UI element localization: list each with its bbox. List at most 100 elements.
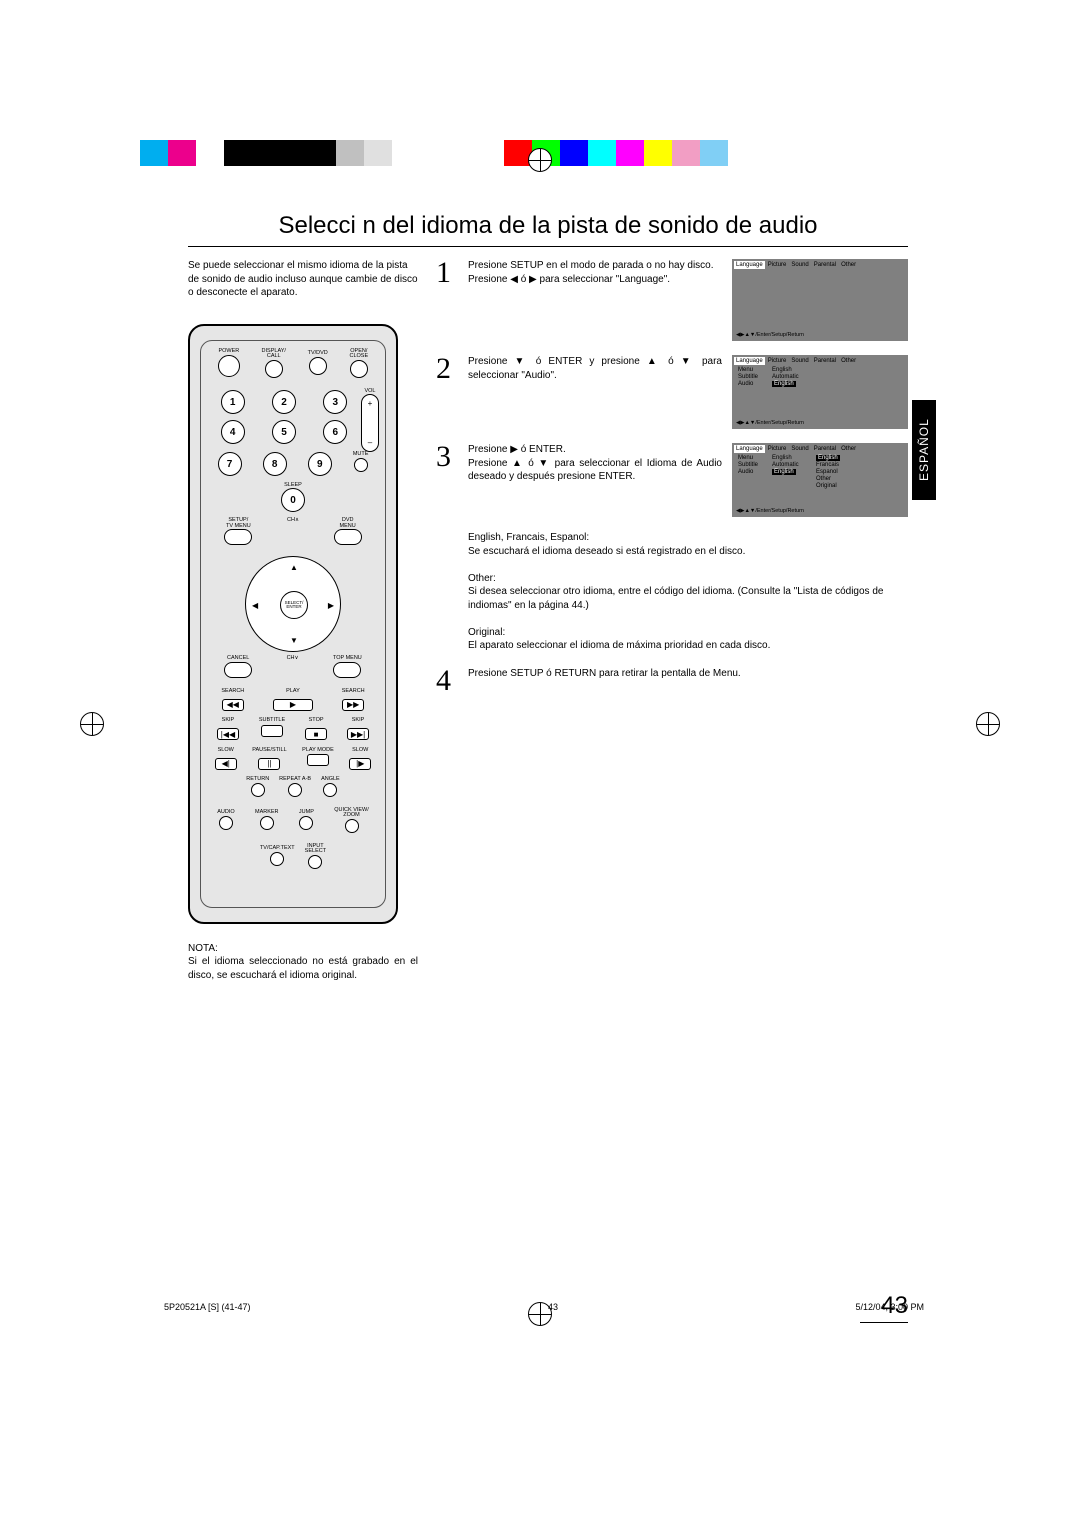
language-tab: ESPAÑOL <box>912 400 936 500</box>
num-9[interactable]: 9 <box>308 452 332 476</box>
audio-label: AUDIO <box>217 810 234 816</box>
jump-label: JUMP <box>299 810 314 816</box>
vol-label: VOL <box>361 389 379 395</box>
slow-fwd-button[interactable]: |▶ <box>349 758 371 770</box>
display-button[interactable] <box>265 360 283 378</box>
return-label: RETURN <box>246 777 269 783</box>
zoom-button[interactable] <box>345 819 359 833</box>
screen-footer: ◀▶▲▼/Enter/Setup/Return <box>732 329 908 341</box>
top-menu-button[interactable] <box>333 662 361 678</box>
num-0[interactable]: 0 <box>281 488 305 512</box>
num-3[interactable]: 3 <box>323 390 347 414</box>
extra-b2: Si desea seleccionar otro idioma, entre … <box>468 585 908 612</box>
power-button[interactable] <box>218 355 240 377</box>
step-3: 3 Presione ▶ ó ENTER. Presione ▲ ó ▼ par… <box>436 443 908 517</box>
pause-label: PAUSE/STILL <box>252 748 286 754</box>
skip-fwd-button[interactable]: ▶▶| <box>347 728 369 740</box>
num-5[interactable]: 5 <box>272 420 296 444</box>
intro-text: Se puede seleccionar el mismo idioma de … <box>188 259 418 300</box>
pause-button[interactable]: || <box>258 758 280 770</box>
zoom-label: QUICK VIEW/ ZOOM <box>334 808 369 819</box>
setup-button[interactable] <box>224 529 252 545</box>
slow-rev-button[interactable]: ◀| <box>215 758 237 770</box>
subtitle-label: SUBTITLE <box>259 718 285 724</box>
step-text: Presione ▼ ó ENTER y presione ▲ ó ▼ para… <box>468 355 722 429</box>
skip-label: SKIP <box>217 718 239 724</box>
color-registration-bar <box>140 140 756 166</box>
slow-label2: SLOW <box>349 748 371 754</box>
num-8[interactable]: 8 <box>263 452 287 476</box>
search-fwd-button[interactable]: ▶▶ <box>342 699 364 711</box>
playmode-label: PLAY MODE <box>302 748 334 754</box>
print-footer: 5P20521A [S] (41-47) 43 5/12/04, 3:00 PM <box>164 1302 924 1312</box>
step-1: 1 Presione SETUP en el modo de parada o … <box>436 259 908 341</box>
search-label2: SEARCH <box>342 689 365 695</box>
step-text: Presione SETUP ó RETURN para retirar la … <box>468 667 908 694</box>
tvcap-button[interactable] <box>270 852 284 866</box>
inputsel-label: INPUT SELECT <box>305 844 326 855</box>
open-close-button[interactable] <box>350 360 368 378</box>
page-content: Selecci n del idioma de la pista de soni… <box>188 212 908 982</box>
skip-label2: SKIP <box>347 718 369 724</box>
num-7[interactable]: 7 <box>218 452 242 476</box>
marker-label: MARKER <box>255 810 279 816</box>
skip-rev-button[interactable]: |◀◀ <box>217 728 239 740</box>
topmenu-label: TOP MENU <box>333 656 362 662</box>
extra-info: English, Francais, Espanol: Se escuchará… <box>468 531 908 653</box>
onscreen-menu-1: LanguagePictureSoundParentalOther ◀▶▲▼/E… <box>732 259 908 341</box>
registration-mark <box>80 712 104 736</box>
footer-center: 43 <box>548 1302 558 1312</box>
extra-h1: English, Francais, Espanol: <box>468 531 908 545</box>
footer-left: 5P20521A [S] (41-47) <box>164 1302 251 1312</box>
play-label: PLAY <box>273 689 313 695</box>
volume-rocker[interactable]: +– <box>361 394 379 452</box>
angle-label: ANGLE <box>321 777 340 783</box>
cancel-label: CANCEL <box>224 656 252 662</box>
num-4[interactable]: 4 <box>221 420 245 444</box>
stop-button[interactable]: ■ <box>305 728 327 740</box>
step-number: 1 <box>436 259 460 341</box>
repeat-button[interactable] <box>288 783 302 797</box>
playmode-button[interactable] <box>307 754 329 766</box>
openclose-label: OPEN/ CLOSE <box>349 349 368 360</box>
onscreen-menu-2: LanguagePictureSoundParentalOther MenuEn… <box>732 355 908 429</box>
angle-button[interactable] <box>323 783 337 797</box>
step-number: 3 <box>436 443 460 517</box>
marker-button[interactable] <box>260 816 274 830</box>
screen-footer: ◀▶▲▼/Enter/Setup/Return <box>732 505 908 517</box>
tvdvd-button[interactable] <box>309 357 327 375</box>
audio-button[interactable] <box>219 816 233 830</box>
num-1[interactable]: 1 <box>221 390 245 414</box>
play-button[interactable]: ▶ <box>273 699 313 711</box>
note-block: NOTA: Si el idioma seleccionado no está … <box>188 942 418 983</box>
footer-right: 5/12/04, 3:00 PM <box>855 1302 924 1312</box>
return-button[interactable] <box>251 783 265 797</box>
tvcap-label: TV/CAP.TEXT <box>260 846 295 852</box>
mute-label: MUTE <box>353 452 369 458</box>
enter-button[interactable]: SELECT/ ENTER <box>280 591 308 619</box>
num-2[interactable]: 2 <box>272 390 296 414</box>
step-text: Presione SETUP en el modo de parada o no… <box>468 259 722 341</box>
chdn-label: CH∨ <box>287 656 299 662</box>
dvdmenu-label: DVD MENU <box>334 518 362 529</box>
mute-button[interactable] <box>354 458 368 472</box>
note-body: Si el idioma seleccionado no está grabad… <box>188 955 418 982</box>
num-6[interactable]: 6 <box>323 420 347 444</box>
extra-b3: El aparato seleccionar el idioma de máxi… <box>468 639 908 653</box>
step-text: Presione ▶ ó ENTER. Presione ▲ ó ▼ para … <box>468 443 722 517</box>
step-4: 4 Presione SETUP ó RETURN para retirar l… <box>436 667 908 694</box>
jump-button[interactable] <box>299 816 313 830</box>
cancel-button[interactable] <box>224 662 252 678</box>
screen-footer: ◀▶▲▼/Enter/Setup/Return <box>732 417 908 429</box>
subtitle-button[interactable] <box>261 725 283 737</box>
extra-h3: Original: <box>468 626 908 640</box>
registration-mark <box>976 712 1000 736</box>
onscreen-menu-3: LanguagePictureSoundParentalOther MenuEn… <box>732 443 908 517</box>
inputsel-button[interactable] <box>308 855 322 869</box>
dvd-menu-button[interactable] <box>334 529 362 545</box>
direction-pad[interactable]: ▲ ▼ ◀ ▶ SELECT/ ENTER <box>245 556 341 652</box>
repeat-label: REPEAT A-B <box>279 777 311 783</box>
extra-h2: Other: <box>468 572 908 586</box>
search-rev-button[interactable]: ◀◀ <box>222 699 244 711</box>
page-title: Selecci n del idioma de la pista de soni… <box>188 212 908 247</box>
